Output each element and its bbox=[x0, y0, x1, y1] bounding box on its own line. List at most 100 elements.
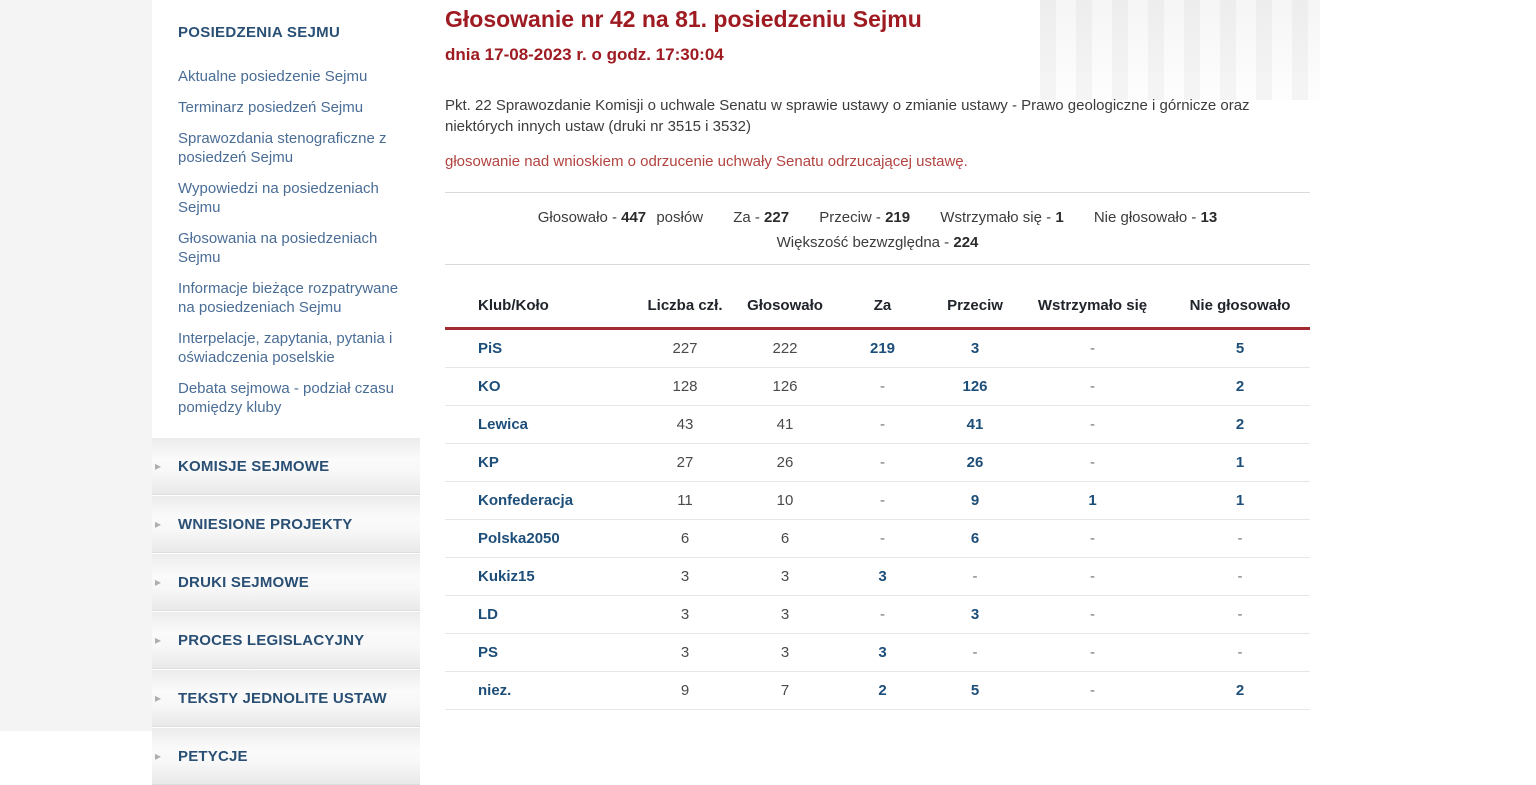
table-row: Kukiz15 3 3 3 - - - bbox=[445, 557, 1310, 596]
col-header-liczba-czl: Liczba czł. bbox=[630, 274, 740, 330]
cell-wstrzymalo-sie[interactable]: 1 bbox=[1015, 481, 1170, 520]
cell-wstrzymalo-sie: - bbox=[1015, 633, 1170, 672]
sidebar-section-collapsed[interactable]: ▸ DRUKI SEJMOWE bbox=[152, 553, 420, 611]
cell-przeciw[interactable]: 6 bbox=[935, 519, 1015, 558]
sidebar-link[interactable]: Interpelacje, zapytania, pytania i oświa… bbox=[178, 330, 393, 366]
club-link[interactable]: Kukiz15 bbox=[445, 557, 630, 596]
sidebar-link[interactable]: Informacje bieżące rozpatrywane na posie… bbox=[178, 280, 399, 316]
sidebar-section-collapsed[interactable]: ▸ PETYCJE bbox=[152, 727, 420, 785]
sidebar-section-label: KOMISJE SEJMOWE bbox=[178, 457, 330, 475]
cell-za[interactable]: 219 bbox=[830, 328, 935, 368]
club-link[interactable]: LD bbox=[445, 595, 630, 634]
cell-przeciw[interactable]: 3 bbox=[935, 595, 1015, 634]
sidebar-section-label: PETYCJE bbox=[178, 747, 248, 765]
table-row: Lewica 43 41 - 41 - 2 bbox=[445, 405, 1310, 444]
sidebar-link[interactable]: Terminarz posiedzeń Sejmu bbox=[178, 99, 364, 116]
cell-za: - bbox=[830, 405, 935, 444]
page-left-margin bbox=[0, 0, 152, 731]
cell-members: 6 bbox=[630, 519, 740, 558]
sidebar-link[interactable]: Głosowania na posiedzeniach Sejmu bbox=[178, 230, 378, 266]
cell-za: - bbox=[830, 519, 935, 558]
sidebar-link[interactable]: Aktualne posiedzenie Sejmu bbox=[178, 68, 368, 85]
sidebar-link[interactable]: Debata sejmowa - podział czasu pomiędzy … bbox=[178, 380, 394, 416]
vote-summary-totals: Głosowało - 447 posłów Za - 227 Przeciw … bbox=[445, 209, 1310, 226]
club-link[interactable]: Konfederacja bbox=[445, 481, 630, 520]
cell-wstrzymalo-sie: - bbox=[1015, 367, 1170, 406]
sidebar-section-label: PROCES LEGISLACYJNY bbox=[178, 631, 365, 649]
table-row: niez. 9 7 2 5 - 2 bbox=[445, 671, 1310, 710]
cell-nie-glosowalo[interactable]: 2 bbox=[1170, 405, 1310, 444]
stat-value: 13 bbox=[1200, 208, 1218, 226]
sidebar-section-collapsed[interactable]: ▸ PROCES LEGISLACYJNY bbox=[152, 611, 420, 669]
stat-label: Nie głosowało - bbox=[1093, 208, 1197, 226]
cell-przeciw[interactable]: 5 bbox=[935, 671, 1015, 710]
club-link[interactable]: Polska2050 bbox=[445, 519, 630, 558]
cell-voted: 26 bbox=[740, 443, 830, 482]
sidebar-section-collapsed[interactable]: ▸ TEKSTY JEDNOLITE USTAW bbox=[152, 669, 420, 727]
separator-above-table bbox=[445, 263, 1310, 265]
col-header-przeciw: Przeciw bbox=[935, 274, 1015, 330]
cell-przeciw[interactable]: 41 bbox=[935, 405, 1015, 444]
cell-nie-glosowalo[interactable]: 5 bbox=[1170, 328, 1310, 368]
club-link[interactable]: Lewica bbox=[445, 405, 630, 444]
cell-wstrzymalo-sie: - bbox=[1015, 595, 1170, 634]
cell-nie-glosowalo[interactable]: 1 bbox=[1170, 443, 1310, 482]
sidebar-section-collapsed[interactable]: ▸ KOMISJE SEJMOWE bbox=[152, 437, 420, 495]
sidebar-section-title[interactable]: POSIEDZENIA SEJMU bbox=[178, 24, 341, 41]
stat-label: Przeciw - bbox=[819, 208, 881, 226]
majority-value: 224 bbox=[953, 233, 979, 251]
cell-za[interactable]: 3 bbox=[830, 557, 935, 596]
table-row: KO 128 126 - 126 - 2 bbox=[445, 367, 1310, 406]
stat-value: 447 bbox=[621, 208, 647, 226]
cell-wstrzymalo-sie: - bbox=[1015, 557, 1170, 596]
chevron-right-icon: ▸ bbox=[155, 459, 162, 473]
cell-members: 227 bbox=[630, 328, 740, 368]
cell-za[interactable]: 3 bbox=[830, 633, 935, 672]
stat-label: Wstrzymało się - bbox=[940, 208, 1052, 226]
cell-nie-glosowalo[interactable]: 1 bbox=[1170, 481, 1310, 520]
club-link[interactable]: KP bbox=[445, 443, 630, 482]
cell-przeciw[interactable]: 126 bbox=[935, 367, 1015, 406]
sidebar-link[interactable]: Sprawozdania stenograficzne z posiedzeń … bbox=[178, 130, 387, 166]
cell-members: 128 bbox=[630, 367, 740, 406]
table-row: PS 3 3 3 - - - bbox=[445, 633, 1310, 672]
cell-za: - bbox=[830, 443, 935, 482]
cell-members: 3 bbox=[630, 633, 740, 672]
stat-glosowalo: Głosowało - 447 posłów bbox=[538, 209, 703, 226]
col-header-klub-kolo: Klub/Koło bbox=[445, 274, 630, 330]
cell-przeciw[interactable]: 9 bbox=[935, 481, 1015, 520]
club-link[interactable]: niez. bbox=[445, 671, 630, 710]
cell-members: 11 bbox=[630, 481, 740, 520]
voting-result-content: Głosowanie nr 42 na 81. posiedzeniu Sejm… bbox=[445, 0, 1310, 710]
col-header-nie-glosowalo: Nie głosowało bbox=[1170, 274, 1310, 330]
cell-nie-glosowalo: - bbox=[1170, 519, 1310, 558]
sidebar-link[interactable]: Wypowiedzi na posiedzeniach Sejmu bbox=[178, 180, 379, 216]
stat-value: 219 bbox=[885, 208, 911, 226]
cell-voted: 126 bbox=[740, 367, 830, 406]
col-header-za: Za bbox=[830, 274, 935, 330]
club-link[interactable]: PiS bbox=[445, 328, 630, 368]
cell-wstrzymalo-sie: - bbox=[1015, 405, 1170, 444]
stat-suffix: posłów bbox=[656, 208, 704, 226]
cell-przeciw[interactable]: 3 bbox=[935, 328, 1015, 368]
cell-voted: 3 bbox=[740, 557, 830, 596]
chevron-right-icon: ▸ bbox=[155, 575, 162, 589]
stat-label: Za - bbox=[733, 208, 760, 226]
cell-nie-glosowalo: - bbox=[1170, 595, 1310, 634]
separator-top bbox=[445, 191, 1310, 193]
cell-przeciw: - bbox=[935, 557, 1015, 596]
cell-voted: 6 bbox=[740, 519, 830, 558]
cell-nie-glosowalo[interactable]: 2 bbox=[1170, 671, 1310, 710]
sidebar-section-collapsed[interactable]: ▸ WNIESIONE PROJEKTY bbox=[152, 495, 420, 553]
cell-voted: 7 bbox=[740, 671, 830, 710]
page-subtitle-datetime: dnia 17-08-2023 r. o godz. 17:30:04 bbox=[445, 44, 724, 64]
sidebar-navigation: POSIEDZENIA SEJMU Aktualne posiedzenie S… bbox=[152, 0, 420, 785]
club-link[interactable]: KO bbox=[445, 367, 630, 406]
cell-members: 3 bbox=[630, 557, 740, 596]
vote-summary: Głosowało - 447 posłów Za - 227 Przeciw … bbox=[445, 193, 1310, 264]
club-link[interactable]: PS bbox=[445, 633, 630, 672]
cell-za[interactable]: 2 bbox=[830, 671, 935, 710]
col-header-glosowalo: Głosowało bbox=[740, 274, 830, 330]
cell-nie-glosowalo[interactable]: 2 bbox=[1170, 367, 1310, 406]
cell-przeciw[interactable]: 26 bbox=[935, 443, 1015, 482]
